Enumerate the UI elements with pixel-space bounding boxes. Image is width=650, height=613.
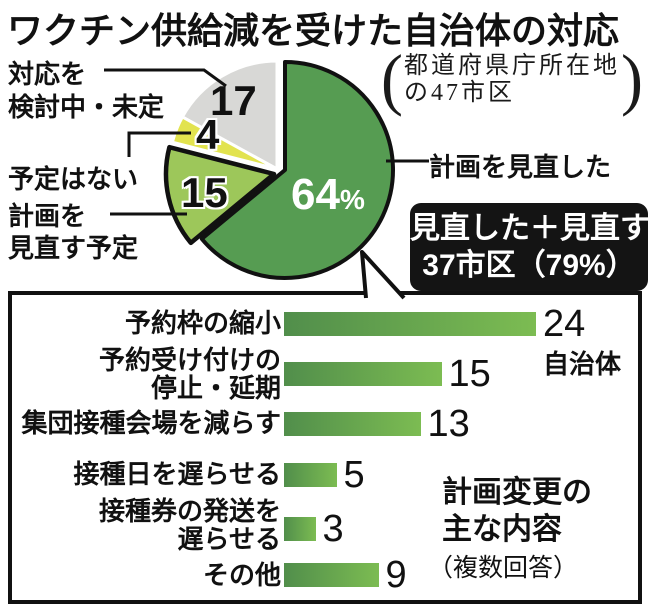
bar-4 (284, 517, 316, 541)
bar-chart-title: 計画変更の 主な内容 (442, 474, 592, 548)
pie-slice-2 (170, 115, 279, 171)
open-paren: ( (381, 41, 403, 118)
pie-label-will-revise-line2: 見直す予定 (8, 233, 139, 263)
bar-label-1-line1: 停止・延期 (150, 373, 281, 403)
close-paren: ) (620, 41, 643, 118)
note-line-1: 都道府県庁所在地 (403, 53, 620, 79)
bar-label-1-line0: 予約受け付けの (98, 345, 281, 375)
callout-line-2: 37市区（79%） (422, 249, 636, 282)
bar-label-4-line0: 接種券の発送を (98, 496, 281, 526)
pie-label-revised: 計画を見直した (429, 152, 612, 182)
pie-value-revised-number: 64 (291, 170, 340, 219)
bar-5 (284, 563, 379, 587)
bar-label-5-line0: その他 (202, 560, 281, 590)
bar-value-4: 3 (322, 508, 344, 550)
bar-label-3-line0: 接種日を遅らせる (73, 459, 281, 489)
pie-value-will-revise: 15 (181, 169, 228, 216)
bar-2 (284, 412, 421, 436)
bar-label-2-line0: 集団接種会場を減らす (21, 408, 281, 438)
bar-chart-title-line1: 計画変更の (442, 476, 592, 509)
pie-value-no-plan: 4 (196, 111, 220, 158)
callout-box: 見直した＋見直す 37市区（79%） (410, 203, 650, 291)
bar-0 (284, 312, 536, 336)
pie-label-no-plan: 予定はない (8, 164, 139, 194)
pie-label-undecided-line2: 検討中・未定 (8, 92, 165, 122)
percent-sign: % (339, 184, 365, 215)
bar-label-0-line0: 予約枠の縮小 (124, 308, 281, 338)
pie-label-will-revise-line1: 計画を (8, 201, 87, 231)
bar-value-3: 5 (343, 454, 365, 496)
callout-line-1: 見直した＋見直す (410, 212, 650, 245)
page-title: ワクチン供給減を受けた自治体の対応 (7, 10, 620, 51)
population-note-text: 都道府県庁所在地 の47市区 (403, 53, 621, 107)
pie-label-undecided-line1: 対応を (8, 59, 87, 89)
bar-3 (284, 463, 337, 487)
bar-chart-frame (8, 291, 642, 604)
bar-chart-subtitle: （複数回答） (428, 555, 579, 582)
bar-chart-title-line2: 主な内容 (442, 513, 562, 546)
bar-value-5: 9 (385, 554, 407, 596)
bar-value-0: 24 (543, 303, 586, 345)
bar-value-1: 15 (448, 353, 491, 395)
bar-label-4-line1: 遅らせる (177, 524, 281, 554)
pie-value-revised: 64% (291, 173, 365, 217)
bar-value-2: 13 (427, 403, 470, 445)
leader-line-undecided (104, 68, 227, 88)
population-note: ( 都道府県庁所在地 の47市区 ) (381, 41, 643, 118)
bar-1 (284, 362, 442, 386)
note-line-2: の47市区 (403, 80, 515, 106)
leader-line-no-plan (127, 131, 191, 157)
bar-unit-label: 自治体 (543, 349, 622, 379)
